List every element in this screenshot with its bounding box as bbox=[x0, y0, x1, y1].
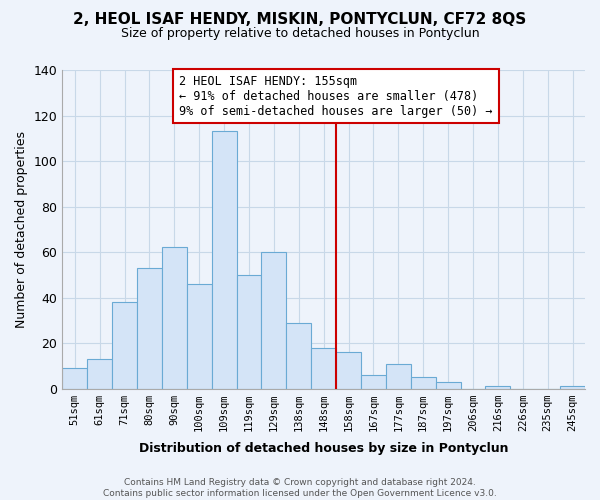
Bar bbox=[436, 382, 461, 388]
Bar bbox=[187, 284, 212, 389]
Bar bbox=[311, 348, 336, 389]
Bar bbox=[236, 275, 262, 388]
Bar bbox=[485, 386, 511, 388]
Bar bbox=[112, 302, 137, 388]
Bar bbox=[162, 248, 187, 388]
Text: 2 HEOL ISAF HENDY: 155sqm
← 91% of detached houses are smaller (478)
9% of semi-: 2 HEOL ISAF HENDY: 155sqm ← 91% of detac… bbox=[179, 74, 493, 118]
Bar bbox=[336, 352, 361, 389]
Bar bbox=[87, 359, 112, 388]
X-axis label: Distribution of detached houses by size in Pontyclun: Distribution of detached houses by size … bbox=[139, 442, 508, 455]
Bar bbox=[62, 368, 87, 388]
Text: Contains HM Land Registry data © Crown copyright and database right 2024.
Contai: Contains HM Land Registry data © Crown c… bbox=[103, 478, 497, 498]
Bar bbox=[560, 386, 585, 388]
Bar bbox=[286, 322, 311, 388]
Bar bbox=[386, 364, 411, 388]
Y-axis label: Number of detached properties: Number of detached properties bbox=[15, 131, 28, 328]
Bar bbox=[212, 132, 236, 388]
Text: 2, HEOL ISAF HENDY, MISKIN, PONTYCLUN, CF72 8QS: 2, HEOL ISAF HENDY, MISKIN, PONTYCLUN, C… bbox=[73, 12, 527, 28]
Bar bbox=[411, 377, 436, 388]
Text: Size of property relative to detached houses in Pontyclun: Size of property relative to detached ho… bbox=[121, 28, 479, 40]
Bar bbox=[137, 268, 162, 388]
Bar bbox=[361, 375, 386, 388]
Bar bbox=[262, 252, 286, 388]
